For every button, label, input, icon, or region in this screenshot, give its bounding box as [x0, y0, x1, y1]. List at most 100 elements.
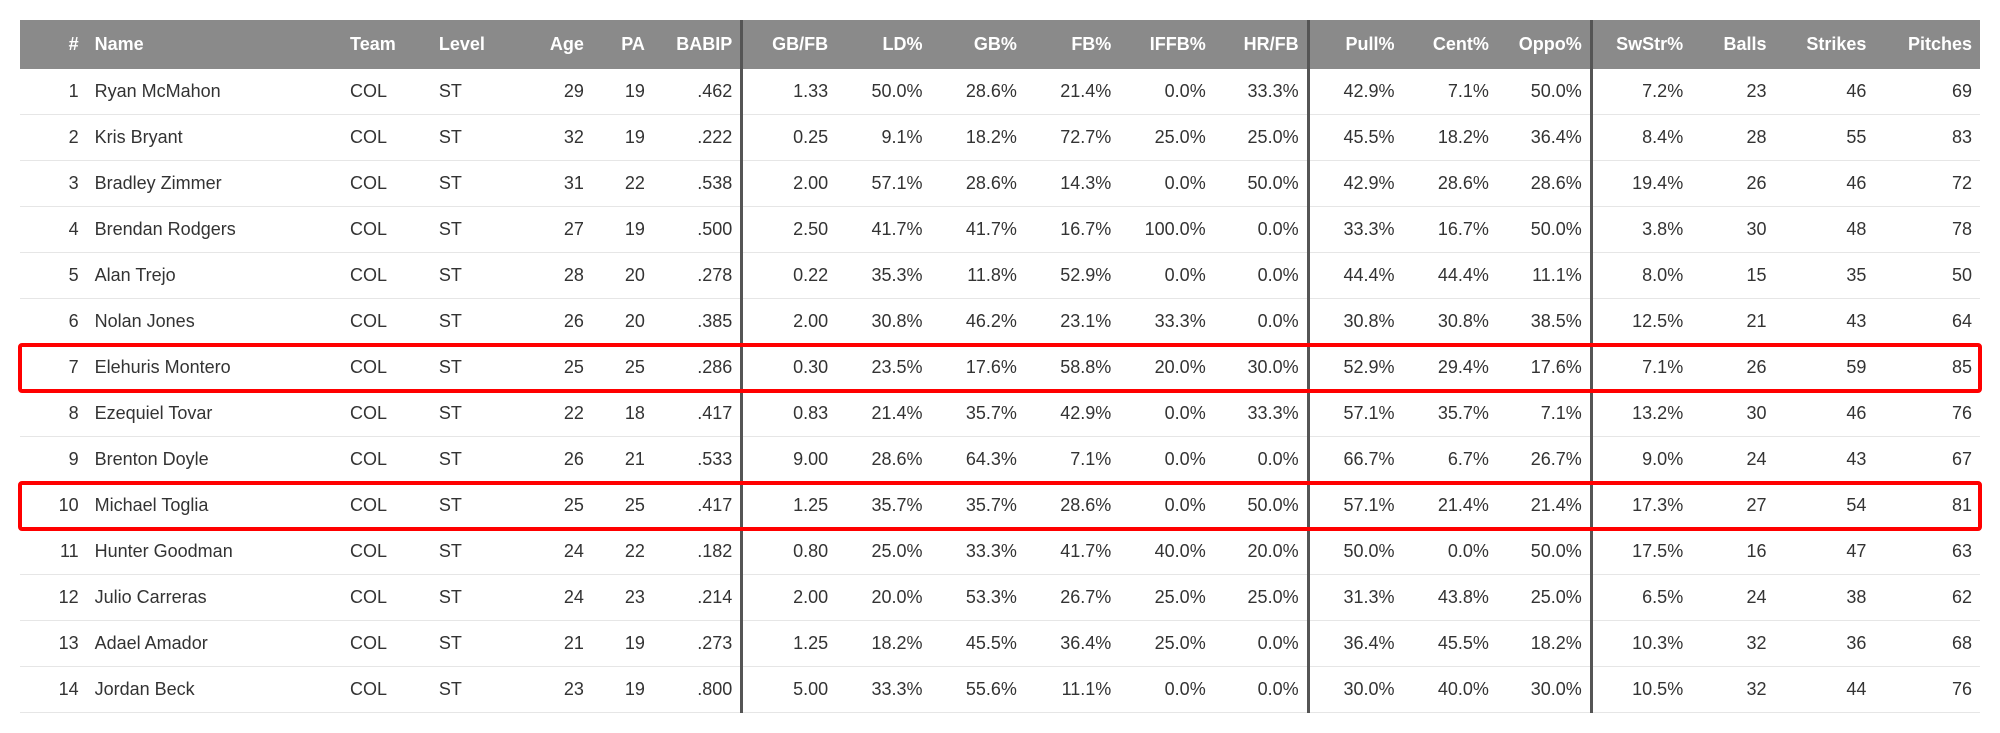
- cell-age: 23: [520, 667, 592, 713]
- cell-level: ST: [431, 483, 520, 529]
- cell-level: ST: [431, 69, 520, 115]
- cell-level: ST: [431, 529, 520, 575]
- cell-gbfb: 2.50: [742, 207, 836, 253]
- cell-pa: 19: [592, 69, 653, 115]
- cell-oppo: 26.7%: [1497, 437, 1591, 483]
- cell-age: 28: [520, 253, 592, 299]
- cell-fb: 42.9%: [1025, 391, 1119, 437]
- cell-balls: 32: [1691, 667, 1774, 713]
- table-row: 13Adael AmadorCOLST2119.2731.2518.2%45.5…: [20, 621, 1980, 667]
- cell-team: COL: [342, 207, 431, 253]
- cell-gbfb: 5.00: [742, 667, 836, 713]
- table-header: #NameTeamLevelAgePABABIPGB/FBLD%GB%FB%IF…: [20, 20, 1980, 69]
- cell-pitches: 78: [1874, 207, 1980, 253]
- col-header-num[interactable]: #: [20, 20, 87, 69]
- cell-swstr: 17.3%: [1591, 483, 1691, 529]
- cell-age: 21: [520, 621, 592, 667]
- col-header-cent[interactable]: Cent%: [1402, 20, 1496, 69]
- cell-gb: 41.7%: [931, 207, 1025, 253]
- cell-ld: 9.1%: [836, 115, 930, 161]
- cell-gbfb: 1.33: [742, 69, 836, 115]
- cell-pa: 23: [592, 575, 653, 621]
- col-header-level[interactable]: Level: [431, 20, 520, 69]
- cell-cent: 29.4%: [1402, 345, 1496, 391]
- cell-ld: 33.3%: [836, 667, 930, 713]
- col-header-gb[interactable]: GB%: [931, 20, 1025, 69]
- cell-name: Kris Bryant: [87, 115, 342, 161]
- col-header-swstr[interactable]: SwStr%: [1591, 20, 1691, 69]
- cell-num: 4: [20, 207, 87, 253]
- cell-strikes: 54: [1774, 483, 1874, 529]
- cell-babip: .385: [653, 299, 742, 345]
- cell-iffb: 25.0%: [1119, 115, 1213, 161]
- cell-num: 2: [20, 115, 87, 161]
- cell-ld: 35.7%: [836, 483, 930, 529]
- cell-gb: 35.7%: [931, 391, 1025, 437]
- cell-pitches: 81: [1874, 483, 1980, 529]
- cell-ld: 23.5%: [836, 345, 930, 391]
- col-header-pa[interactable]: PA: [592, 20, 653, 69]
- cell-fb: 41.7%: [1025, 529, 1119, 575]
- cell-num: 13: [20, 621, 87, 667]
- col-header-name[interactable]: Name: [87, 20, 342, 69]
- cell-team: COL: [342, 575, 431, 621]
- cell-pa: 19: [592, 207, 653, 253]
- col-header-balls[interactable]: Balls: [1691, 20, 1774, 69]
- col-header-iffb[interactable]: IFFB%: [1119, 20, 1213, 69]
- cell-gbfb: 0.80: [742, 529, 836, 575]
- cell-babip: .417: [653, 391, 742, 437]
- cell-level: ST: [431, 161, 520, 207]
- cell-fb: 26.7%: [1025, 575, 1119, 621]
- col-header-strikes[interactable]: Strikes: [1774, 20, 1874, 69]
- cell-cent: 44.4%: [1402, 253, 1496, 299]
- cell-babip: .278: [653, 253, 742, 299]
- table-row: 8Ezequiel TovarCOLST2218.4170.8321.4%35.…: [20, 391, 1980, 437]
- col-header-fb[interactable]: FB%: [1025, 20, 1119, 69]
- col-header-hrfb[interactable]: HR/FB: [1214, 20, 1308, 69]
- cell-pa: 18: [592, 391, 653, 437]
- cell-hrfb: 20.0%: [1214, 529, 1308, 575]
- cell-num: 10: [20, 483, 87, 529]
- cell-pull: 42.9%: [1308, 161, 1402, 207]
- cell-iffb: 0.0%: [1119, 161, 1213, 207]
- cell-oppo: 25.0%: [1497, 575, 1591, 621]
- col-header-ld[interactable]: LD%: [836, 20, 930, 69]
- cell-level: ST: [431, 115, 520, 161]
- cell-hrfb: 50.0%: [1214, 161, 1308, 207]
- cell-ld: 20.0%: [836, 575, 930, 621]
- col-header-age[interactable]: Age: [520, 20, 592, 69]
- cell-name: Nolan Jones: [87, 299, 342, 345]
- col-header-pull[interactable]: Pull%: [1308, 20, 1402, 69]
- cell-swstr: 8.4%: [1591, 115, 1691, 161]
- col-header-pitches[interactable]: Pitches: [1874, 20, 1980, 69]
- cell-ld: 28.6%: [836, 437, 930, 483]
- cell-num: 1: [20, 69, 87, 115]
- cell-balls: 26: [1691, 161, 1774, 207]
- cell-name: Brendan Rodgers: [87, 207, 342, 253]
- table-row: 5Alan TrejoCOLST2820.2780.2235.3%11.8%52…: [20, 253, 1980, 299]
- cell-swstr: 13.2%: [1591, 391, 1691, 437]
- cell-gb: 17.6%: [931, 345, 1025, 391]
- cell-gbfb: 2.00: [742, 575, 836, 621]
- cell-iffb: 0.0%: [1119, 667, 1213, 713]
- cell-ld: 57.1%: [836, 161, 930, 207]
- cell-level: ST: [431, 621, 520, 667]
- cell-age: 31: [520, 161, 592, 207]
- cell-pa: 25: [592, 483, 653, 529]
- cell-cent: 0.0%: [1402, 529, 1496, 575]
- cell-pull: 42.9%: [1308, 69, 1402, 115]
- col-header-team[interactable]: Team: [342, 20, 431, 69]
- cell-hrfb: 0.0%: [1214, 253, 1308, 299]
- cell-ld: 41.7%: [836, 207, 930, 253]
- cell-balls: 23: [1691, 69, 1774, 115]
- cell-pa: 19: [592, 621, 653, 667]
- cell-oppo: 7.1%: [1497, 391, 1591, 437]
- cell-pa: 25: [592, 345, 653, 391]
- cell-fb: 16.7%: [1025, 207, 1119, 253]
- col-header-babip[interactable]: BABIP: [653, 20, 742, 69]
- cell-babip: .182: [653, 529, 742, 575]
- cell-fb: 58.8%: [1025, 345, 1119, 391]
- cell-pitches: 72: [1874, 161, 1980, 207]
- col-header-gbfb[interactable]: GB/FB: [742, 20, 836, 69]
- col-header-oppo[interactable]: Oppo%: [1497, 20, 1591, 69]
